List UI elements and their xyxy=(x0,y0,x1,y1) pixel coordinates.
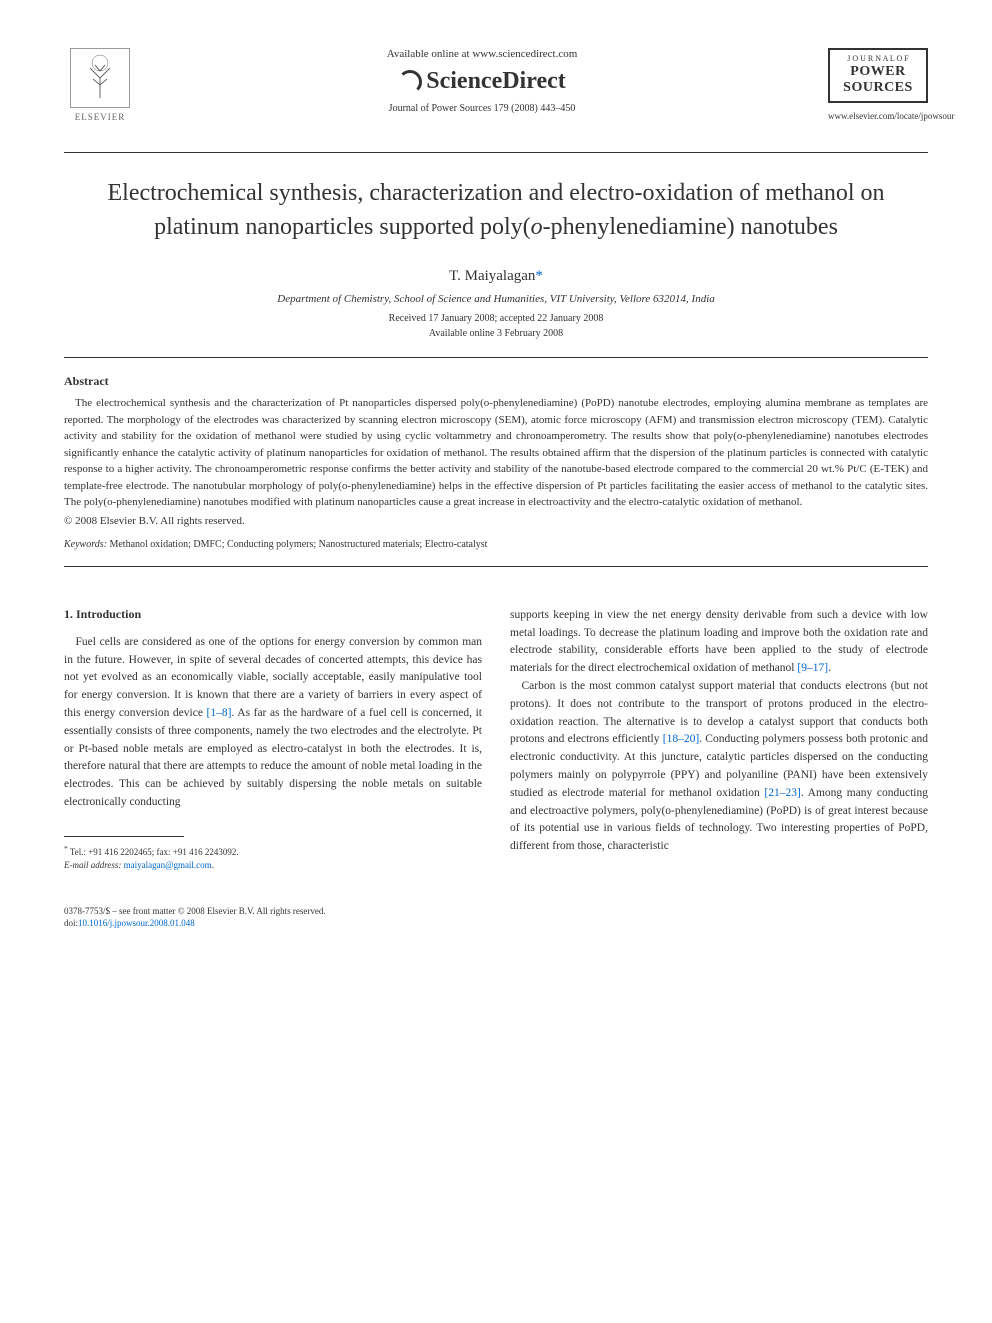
available-date: Available online 3 February 2008 xyxy=(64,326,928,341)
left-column: 1. Introduction Fuel cells are considere… xyxy=(64,607,482,873)
available-online-text: Available online at www.sciencedirect.co… xyxy=(136,48,828,60)
doi-line: doi:10.1016/j.jpowsour.2008.01.048 xyxy=(64,917,928,930)
ref-link-21-23[interactable]: [21–23] xyxy=(764,787,800,799)
body-columns: 1. Introduction Fuel cells are considere… xyxy=(64,607,928,873)
journal-citation: Journal of Power Sources 179 (2008) 443–… xyxy=(136,103,828,114)
page-footer: 0378-7753/$ – see front matter © 2008 El… xyxy=(64,905,928,930)
keywords-line: Keywords: Methanol oxidation; DMFC; Cond… xyxy=(64,539,928,550)
issn-line: 0378-7753/$ – see front matter © 2008 El… xyxy=(64,905,928,918)
ref-link-1-8[interactable]: [1–8] xyxy=(207,707,232,719)
journal-logo: J O U R N A L O F POWER SOURCES www.else… xyxy=(828,48,928,121)
page-header: ELSEVIER Available online at www.science… xyxy=(64,48,928,128)
abstract-text: The electrochemical synthesis and the ch… xyxy=(64,395,928,511)
intro-para-2: supports keeping in view the net energy … xyxy=(510,607,928,678)
journal-logo-box: J O U R N A L O F POWER SOURCES xyxy=(828,48,928,103)
journal-url: www.elsevier.com/locate/jpowsour xyxy=(828,111,928,121)
journal-logo-title: POWER SOURCES xyxy=(834,64,922,98)
received-date: Received 17 January 2008; accepted 22 Ja… xyxy=(64,311,928,326)
abstract-heading: Abstract xyxy=(64,374,928,389)
introduction-heading: 1. Introduction xyxy=(64,607,482,622)
author-line: T. Maiyalagan* xyxy=(64,268,928,285)
elsevier-logo: ELSEVIER xyxy=(64,48,136,128)
footnote-divider xyxy=(64,836,184,837)
footnote-tel: * Tel.: +91 416 2202465; fax: +91 416 22… xyxy=(64,843,482,860)
sciencedirect-logo: ScienceDirect xyxy=(136,68,828,95)
center-header: Available online at www.sciencedirect.co… xyxy=(136,48,828,114)
footnote-email: E-mail address: maiyalagan@gmail.com. xyxy=(64,859,482,873)
author-corresponding-marker[interactable]: * xyxy=(535,268,543,284)
doi-link[interactable]: 10.1016/j.jpowsour.2008.01.048 xyxy=(78,918,195,928)
article-dates: Received 17 January 2008; accepted 22 Ja… xyxy=(64,311,928,341)
article-title: Electrochemical synthesis, characterizat… xyxy=(104,177,888,244)
ref-link-18-20[interactable]: [18–20] xyxy=(663,733,699,745)
elsevier-label: ELSEVIER xyxy=(75,112,126,122)
keywords-label: Keywords: xyxy=(64,539,107,550)
sciencedirect-arc-icon xyxy=(398,70,422,94)
email-label: E-mail address: xyxy=(64,860,121,870)
elsevier-tree-icon xyxy=(70,48,130,108)
author-name: T. Maiyalagan xyxy=(449,268,535,284)
affiliation: Department of Chemistry, School of Scien… xyxy=(64,293,928,305)
email-link[interactable]: maiyalagan@gmail.com xyxy=(124,860,212,870)
top-divider xyxy=(64,152,928,153)
keywords-text: Methanol oxidation; DMFC; Conducting pol… xyxy=(109,539,487,550)
right-column: supports keeping in view the net energy … xyxy=(510,607,928,873)
copyright-text: © 2008 Elsevier B.V. All rights reserved… xyxy=(64,515,928,527)
journal-logo-top: J O U R N A L O F xyxy=(834,54,922,64)
intro-para-3: Carbon is the most common catalyst suppo… xyxy=(510,678,928,856)
abstract-top-divider xyxy=(64,357,928,358)
ref-link-9-17[interactable]: [9–17] xyxy=(797,662,828,674)
sciencedirect-text: ScienceDirect xyxy=(426,68,566,94)
intro-para-1: Fuel cells are considered as one of the … xyxy=(64,634,482,812)
abstract-bottom-divider xyxy=(64,566,928,567)
